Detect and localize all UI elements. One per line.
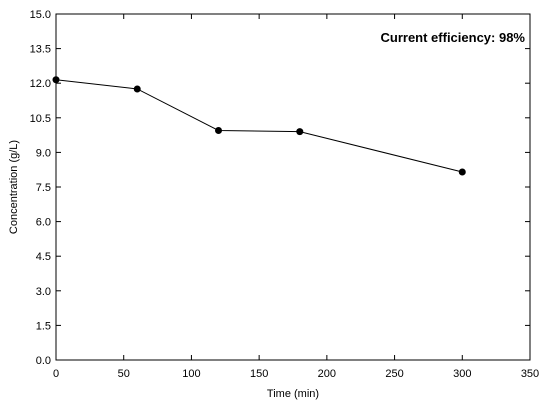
- y-tick-label: 13.5: [30, 44, 51, 56]
- y-tick-label: 1.5: [36, 320, 51, 332]
- x-tick-label: 200: [318, 368, 336, 380]
- y-tick-label: 6.0: [36, 217, 51, 229]
- y-tick-label: 3.0: [36, 286, 51, 298]
- data-point: [458, 168, 466, 176]
- y-tick-label: 9.0: [36, 147, 51, 159]
- series-group: [52, 76, 466, 176]
- x-tick-label: 50: [118, 368, 130, 380]
- y-tick-label: 12.0: [30, 78, 51, 90]
- data-point: [52, 76, 60, 84]
- y-tick-label: 10.5: [30, 113, 51, 125]
- data-point: [133, 85, 141, 93]
- x-tick-label: 350: [521, 368, 539, 380]
- x-tick-label: 250: [385, 368, 403, 380]
- data-point: [296, 128, 304, 136]
- x-axis-ticks: 0 50 100 150 200 250 300 350: [53, 14, 539, 380]
- y-tick-label: 0.0: [36, 355, 51, 367]
- x-tick-label: 0: [53, 368, 59, 380]
- data-point: [215, 126, 223, 134]
- y-tick-label: 15.0: [30, 9, 51, 21]
- current-efficiency-annotation: Current efficiency: 98%: [381, 30, 526, 45]
- x-axis-label: Time (min): [267, 388, 319, 400]
- y-tick-label: 7.5: [36, 182, 51, 194]
- y-axis-label: Concentration (g/L): [8, 140, 20, 234]
- y-tick-label: 4.5: [36, 251, 51, 263]
- x-tick-label: 300: [453, 368, 471, 380]
- x-tick-label: 150: [250, 368, 268, 380]
- x-tick-label: 100: [182, 368, 200, 380]
- y-axis-ticks: 0.0 1.5 3.0 4.5 6.0 7.5 9.0 10.5 12.0 13.5 15.0: [30, 9, 530, 367]
- plot-area: [55, 13, 531, 361]
